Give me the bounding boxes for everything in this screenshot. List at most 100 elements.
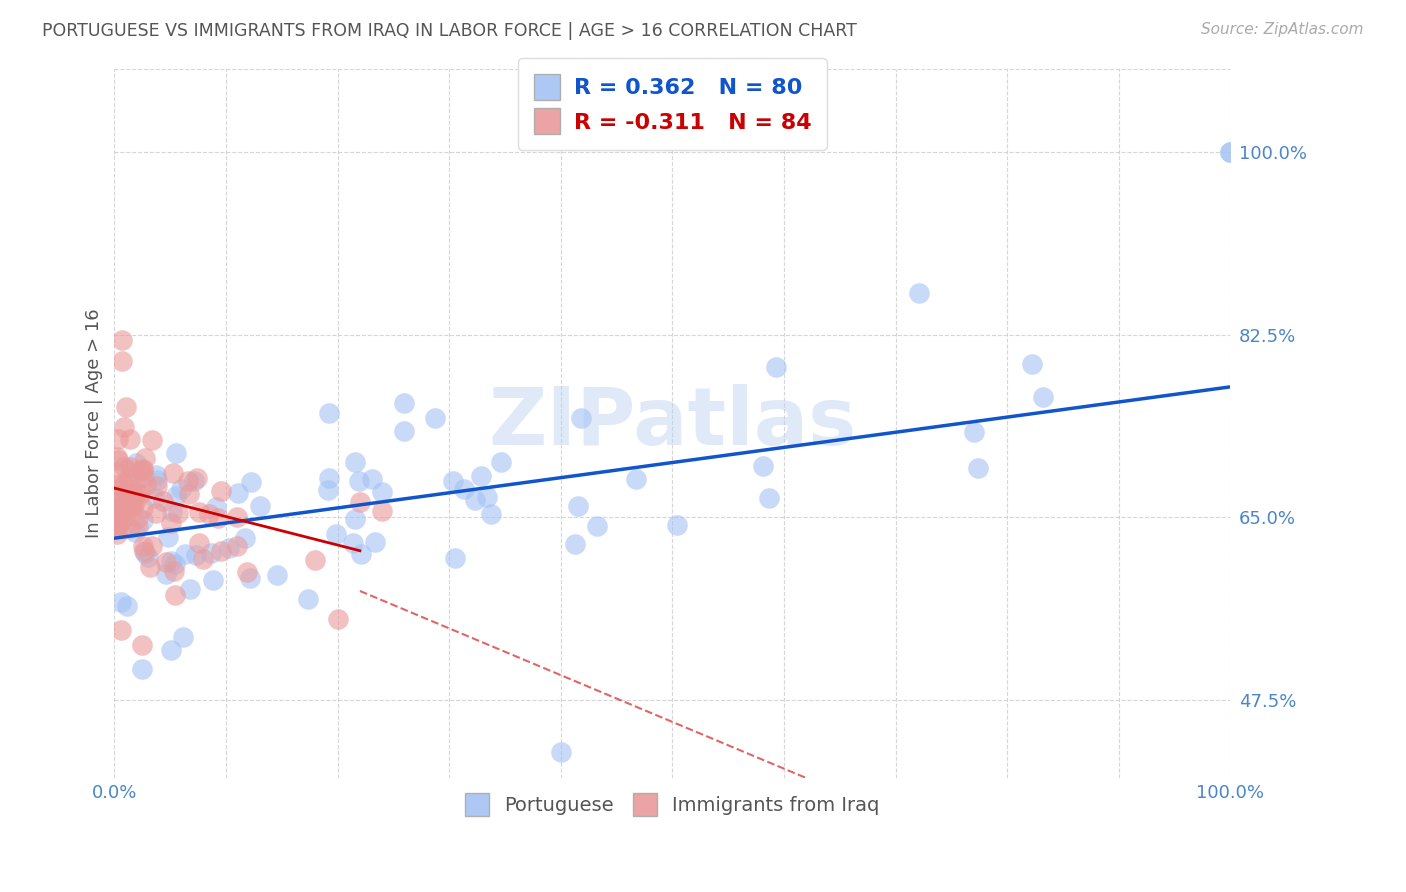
Point bbox=[118, 482, 141, 496]
Point bbox=[349, 495, 371, 509]
Point bbox=[105, 478, 128, 492]
Point bbox=[129, 487, 152, 501]
Point bbox=[198, 507, 221, 521]
Point bbox=[132, 543, 155, 558]
Point bbox=[138, 560, 160, 574]
Point bbox=[464, 492, 486, 507]
Point bbox=[326, 612, 349, 626]
Point bbox=[235, 565, 257, 579]
Point bbox=[134, 450, 156, 465]
Point bbox=[115, 400, 138, 414]
Point bbox=[967, 461, 990, 475]
Point bbox=[177, 474, 200, 488]
Point bbox=[550, 745, 572, 759]
Point bbox=[118, 469, 141, 483]
Point bbox=[569, 411, 592, 425]
Point bbox=[118, 521, 141, 535]
Point bbox=[132, 462, 155, 476]
Point bbox=[120, 493, 142, 508]
Point bbox=[163, 557, 186, 571]
Point bbox=[167, 506, 190, 520]
Point bbox=[765, 359, 787, 374]
Point bbox=[127, 511, 149, 525]
Point bbox=[186, 471, 208, 485]
Point bbox=[316, 483, 339, 498]
Point bbox=[159, 643, 181, 657]
Point bbox=[146, 473, 169, 487]
Point bbox=[209, 544, 232, 558]
Point bbox=[963, 425, 986, 439]
Point bbox=[105, 520, 128, 534]
Point bbox=[141, 433, 163, 447]
Point bbox=[207, 510, 229, 524]
Point bbox=[127, 520, 149, 534]
Point bbox=[112, 460, 135, 475]
Point bbox=[318, 470, 340, 484]
Point bbox=[209, 484, 232, 499]
Point bbox=[162, 504, 184, 518]
Text: PORTUGUESE VS IMMIGRANTS FROM IRAQ IN LABOR FORCE | AGE > 16 CORRELATION CHART: PORTUGUESE VS IMMIGRANTS FROM IRAQ IN LA… bbox=[42, 22, 858, 40]
Point bbox=[124, 525, 146, 540]
Point bbox=[666, 517, 689, 532]
Point bbox=[249, 499, 271, 513]
Point bbox=[111, 482, 134, 496]
Point bbox=[136, 549, 159, 564]
Point bbox=[157, 530, 180, 544]
Point bbox=[110, 623, 132, 637]
Point bbox=[444, 551, 467, 566]
Point bbox=[108, 502, 131, 516]
Point bbox=[169, 483, 191, 497]
Point bbox=[125, 456, 148, 470]
Point bbox=[188, 536, 211, 550]
Point bbox=[132, 463, 155, 477]
Legend: Portuguese, Immigrants from Iraq: Portuguese, Immigrants from Iraq bbox=[456, 783, 889, 825]
Point bbox=[225, 539, 247, 553]
Point bbox=[1219, 145, 1241, 159]
Point bbox=[318, 406, 340, 420]
Point bbox=[179, 582, 201, 596]
Point bbox=[131, 501, 153, 516]
Point bbox=[121, 486, 143, 500]
Point bbox=[344, 455, 367, 469]
Point bbox=[132, 513, 155, 527]
Point bbox=[205, 500, 228, 514]
Point bbox=[361, 472, 384, 486]
Point bbox=[239, 475, 262, 489]
Point bbox=[162, 466, 184, 480]
Point bbox=[124, 494, 146, 508]
Point bbox=[218, 541, 240, 556]
Point bbox=[186, 548, 208, 562]
Point bbox=[108, 516, 131, 530]
Point bbox=[453, 482, 475, 496]
Point bbox=[489, 455, 512, 469]
Point bbox=[1032, 390, 1054, 404]
Point bbox=[115, 599, 138, 613]
Point bbox=[238, 571, 260, 585]
Point bbox=[105, 519, 128, 533]
Point bbox=[342, 535, 364, 549]
Point bbox=[146, 479, 169, 493]
Point bbox=[392, 424, 415, 438]
Point bbox=[107, 432, 129, 446]
Y-axis label: In Labor Force | Age > 16: In Labor Force | Age > 16 bbox=[86, 309, 103, 538]
Point bbox=[105, 517, 128, 532]
Point bbox=[110, 500, 132, 514]
Point bbox=[371, 484, 394, 499]
Point bbox=[111, 333, 134, 347]
Point bbox=[394, 396, 416, 410]
Point bbox=[141, 539, 163, 553]
Point bbox=[585, 519, 607, 533]
Point bbox=[129, 464, 152, 478]
Point bbox=[166, 489, 188, 503]
Point bbox=[143, 491, 166, 505]
Point bbox=[160, 554, 183, 568]
Point bbox=[118, 433, 141, 447]
Point bbox=[155, 555, 177, 569]
Point bbox=[122, 489, 145, 503]
Point bbox=[758, 491, 780, 505]
Point bbox=[111, 486, 134, 500]
Point bbox=[114, 503, 136, 517]
Point bbox=[304, 553, 326, 567]
Point bbox=[752, 459, 775, 474]
Point bbox=[475, 490, 498, 504]
